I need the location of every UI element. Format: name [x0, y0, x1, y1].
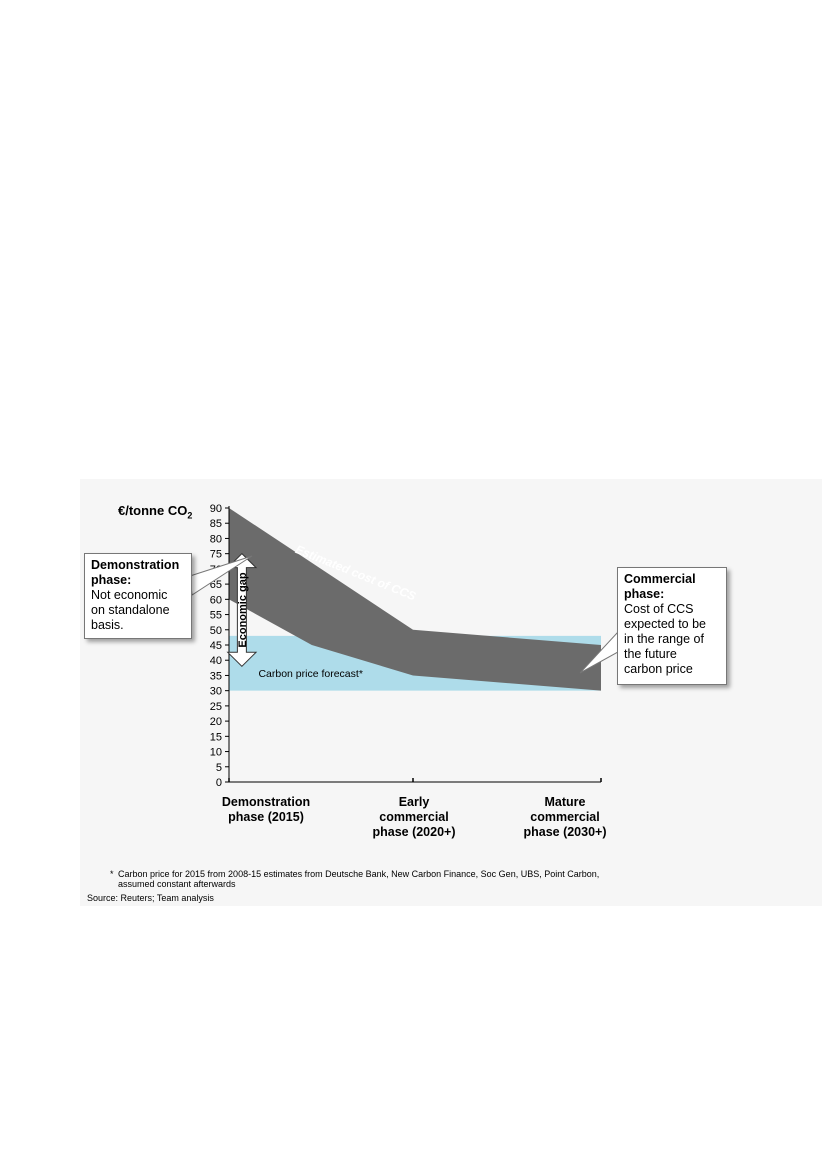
x-category-early-line-1: Early [398, 795, 430, 809]
y-tick-label: 50 [210, 625, 222, 637]
commercial-callout-title-2: phase: [624, 587, 665, 601]
y-tick-label: 10 [210, 747, 222, 759]
y-tick-label: 65 [210, 579, 222, 591]
y-tick-label: 0 [216, 777, 222, 789]
commercial-callout-line-5: carbon price [624, 662, 693, 676]
demonstration-callout-line-2: on standalone [91, 603, 170, 617]
demonstration-callout-title-2: phase: [91, 573, 132, 587]
carbon-price-label: Carbon price forecast* [258, 668, 362, 680]
y-tick-label: 15 [210, 731, 222, 743]
x-category-mature-line-2: commercial [530, 810, 600, 824]
x-category-mature-line-1: Mature [544, 795, 586, 809]
demonstration-callout: Demonstration phase: Not economic on sta… [84, 553, 192, 639]
x-category-early-line-3: phase (2020+) [372, 825, 456, 839]
x-category-mature-commercial: Mature commercial phase (2030+) [500, 795, 630, 840]
economic-gap-label: Economic gap [237, 572, 249, 647]
demonstration-callout-title-1: Demonstration [91, 558, 180, 572]
x-category-demonstration: Demonstration phase (2015) [201, 795, 331, 825]
commercial-callout-line-4: the future [624, 647, 677, 661]
figure-panel [80, 479, 822, 906]
y-tick-label: 5 [216, 762, 222, 774]
source-note: Source: Reuters; Team analysis [87, 893, 214, 903]
footnote-marker: * [110, 869, 114, 879]
commercial-callout-title-1: Commercial [624, 572, 696, 586]
demonstration-callout-line-1: Not economic [91, 588, 168, 602]
y-tick-label: 60 [210, 594, 222, 606]
y-unit-subscript: 2 [187, 510, 193, 521]
commercial-callout: Commercial phase: Cost of CCS expected t… [617, 567, 727, 685]
y-tick-label: 75 [210, 549, 222, 561]
y-unit-text: €/tonne CO [118, 503, 188, 518]
commercial-callout-line-2: expected to be [624, 617, 707, 631]
y-tick-label: 25 [210, 701, 222, 713]
x-category-mature-line-3: phase (2030+) [523, 825, 607, 839]
footnote-line-1: Carbon price for 2015 from 2008-15 estim… [118, 869, 600, 879]
y-tick-label: 40 [210, 655, 222, 667]
commercial-callout-line-1: Cost of CCS [624, 602, 694, 616]
x-category-early-commercial: Early commercial phase (2020+) [349, 795, 479, 840]
demonstration-callout-line-3: basis. [91, 618, 124, 632]
y-tick-label: 80 [210, 533, 222, 545]
y-tick-label: 30 [210, 686, 222, 698]
y-tick-label: 55 [210, 610, 222, 622]
x-category-demonstration-line-1: Demonstration [221, 795, 311, 809]
y-tick-label: 20 [210, 716, 222, 728]
footnote: * Carbon price for 2015 from 2008-15 est… [110, 869, 718, 889]
y-tick-label: 35 [210, 670, 222, 682]
y-tick-label: 45 [210, 640, 222, 652]
y-tick-label: 85 [210, 518, 222, 530]
x-category-early-line-2: commercial [379, 810, 449, 824]
ccs-cost-band [229, 508, 601, 691]
footnote-line-2: assumed constant afterwards [118, 879, 236, 889]
y-unit-label: €/tonne CO2 [118, 503, 192, 521]
x-category-demonstration-line-2: phase (2015) [228, 810, 304, 824]
commercial-callout-line-3: in the range of [624, 632, 704, 646]
y-tick-label: 90 [210, 503, 222, 515]
